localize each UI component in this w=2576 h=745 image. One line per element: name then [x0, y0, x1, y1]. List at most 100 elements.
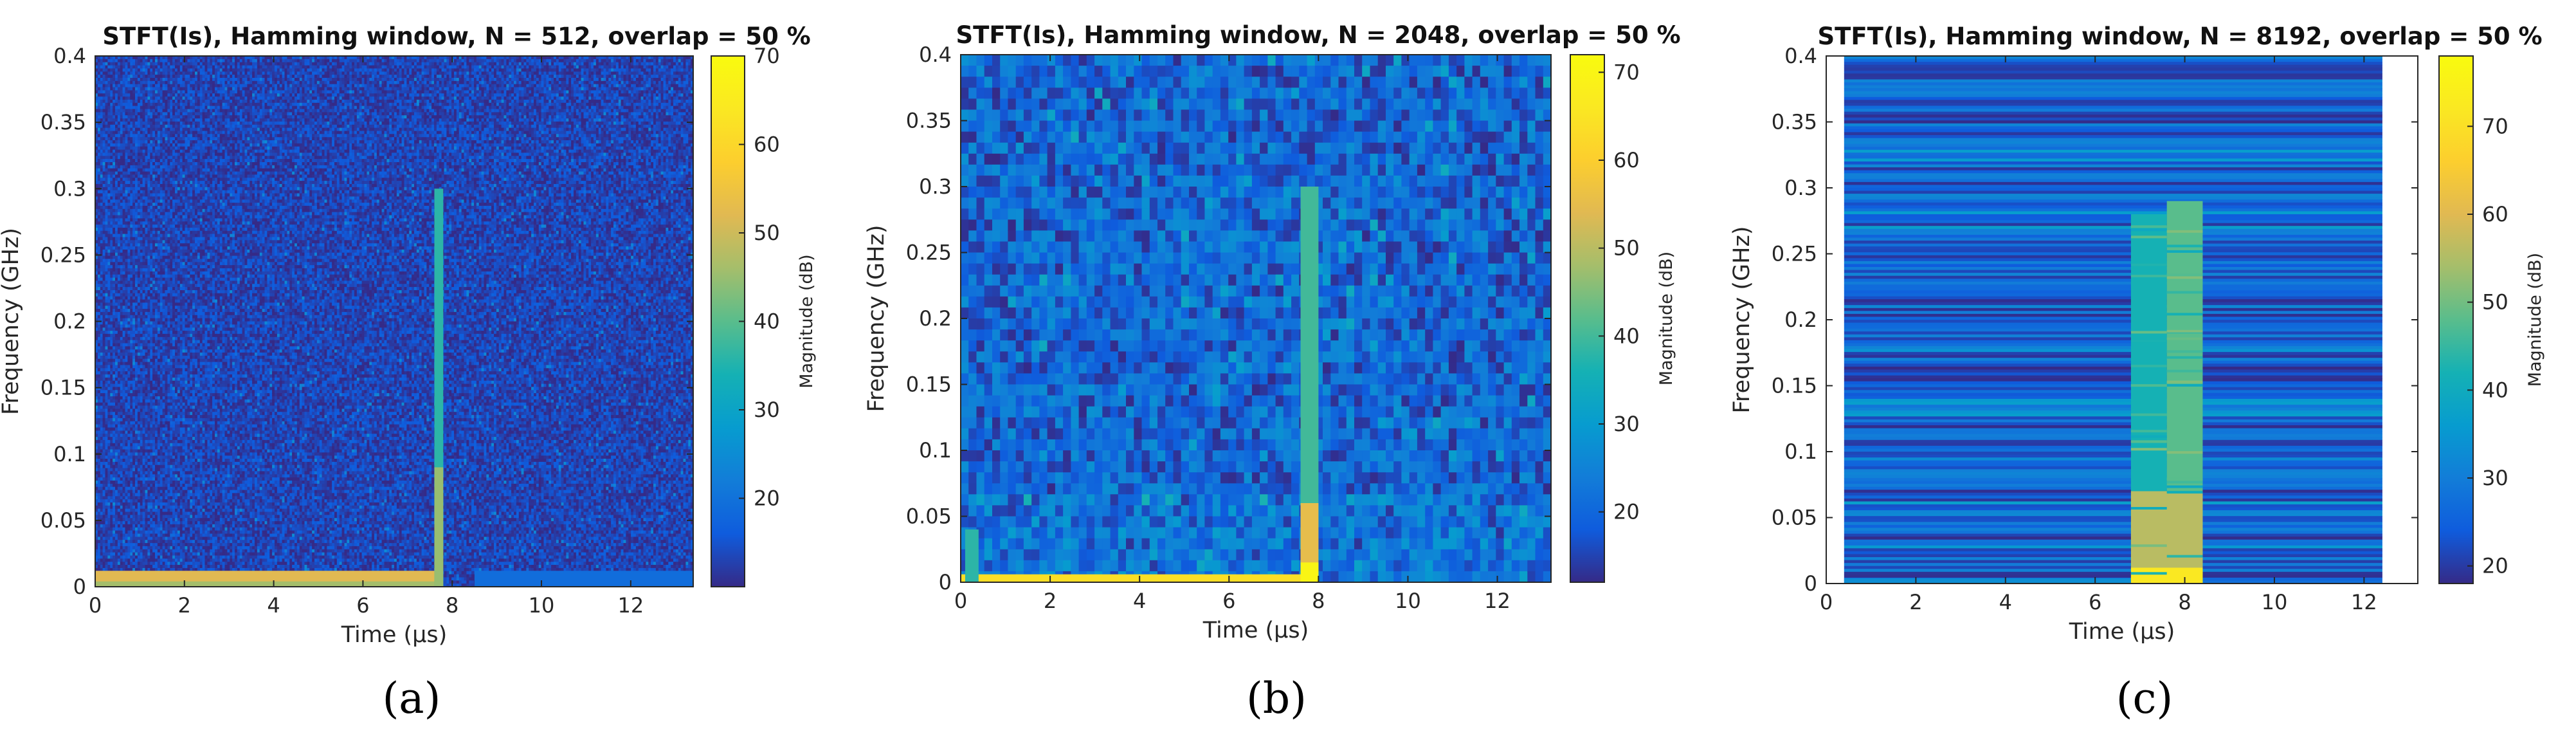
feature-streak — [2166, 555, 2203, 558]
feature-streak — [2166, 485, 2203, 488]
feature-streak — [2166, 350, 2203, 353]
feature-streak — [2166, 477, 2203, 481]
feature-streak — [2166, 337, 2203, 340]
feature-streak — [2166, 313, 2203, 316]
x-tick-label: 12 — [617, 593, 644, 618]
x-tick-label: 10 — [1395, 589, 1421, 613]
y-tick-label: 0.05 — [41, 508, 86, 533]
x-tick-label: 2 — [1044, 589, 1057, 613]
colorbar-tick-label: 30 — [1613, 412, 1640, 436]
x-tick-label: 4 — [1133, 589, 1146, 613]
spectrogram-texture — [961, 55, 1552, 583]
feature-4 — [2130, 567, 2203, 584]
x-tick-label: 0 — [89, 593, 102, 618]
feature-streak — [2166, 230, 2203, 233]
y-axis-label: Frequency (GHz) — [1729, 226, 1755, 413]
feature-streak — [2166, 329, 2203, 333]
feature-streak — [2130, 384, 2167, 387]
y-tick-label: 0 — [939, 570, 952, 594]
y-tick-label: 0.1 — [1784, 439, 1817, 464]
colorbar-tick-label: 30 — [754, 398, 780, 422]
colorbar-tick-label: 70 — [754, 44, 780, 68]
y-tick-label: 0.15 — [1772, 374, 1817, 398]
colorbar-tick-label: 30 — [2482, 466, 2508, 490]
x-tick-label: 8 — [1312, 589, 1325, 613]
panel-caption: (c) — [2116, 674, 2173, 723]
x-axis-label: Time (μs) — [341, 622, 448, 648]
colorbar-tick-label: 40 — [1613, 324, 1640, 348]
feature-streak — [2130, 440, 2167, 443]
chart-panel-a: 0 2 4 6 8 10 12 0 0.05 0.1 0.15 0.2 0.25 0.3 0.35 0.4 ST… — [0, 23, 817, 723]
feature-streak — [2130, 364, 2167, 367]
feature-streak — [2166, 383, 2203, 387]
feature-streak — [2130, 263, 2167, 266]
x-tick-label: 8 — [446, 593, 458, 618]
feature-streak — [2130, 228, 2167, 232]
feature-streak — [2166, 369, 2203, 372]
colorbar-tick-label: 60 — [754, 133, 780, 157]
feature-streak — [2130, 430, 2167, 433]
y-tick-label: 0.4 — [919, 42, 952, 67]
feature-1 — [965, 529, 979, 582]
panel-caption: (b) — [1246, 674, 1307, 723]
x-tick-label: 10 — [529, 593, 555, 618]
feature-streak — [2130, 235, 2167, 239]
feature-streak — [2130, 448, 2167, 451]
feature-streak — [2166, 481, 2203, 484]
feature-streak — [2130, 572, 2167, 575]
colorbar — [2438, 55, 2474, 584]
colorbar-label: Magnitude (dB) — [2525, 253, 2545, 387]
y-tick-label: 0.15 — [906, 372, 952, 397]
y-tick-label: 0.05 — [1772, 506, 1817, 530]
y-tick-label: 0.3 — [53, 176, 86, 201]
x-tick-label: 12 — [2351, 590, 2377, 614]
x-tick-label: 2 — [178, 593, 191, 618]
chart-panel-b: 0 2 4 6 8 10 12 0 0.05 0.1 0.15 0.2 0.25 0.3 0.35 0.4ST… — [864, 21, 1681, 723]
x-tick-label: 2 — [1909, 590, 1922, 614]
feature-streak — [2130, 331, 2167, 334]
colorbar-tick-label: 20 — [754, 486, 780, 511]
feature-4 — [1300, 562, 1319, 582]
feature-streak — [2130, 225, 2167, 228]
feature-streak — [2130, 507, 2167, 510]
feature-3 — [434, 467, 444, 587]
y-tick-label: 0.25 — [41, 243, 86, 267]
feature-streak — [2130, 275, 2167, 278]
colorbar-label: Magnitude (dB) — [797, 254, 817, 388]
feature-streak — [2166, 273, 2203, 277]
x-axis-label: Time (μs) — [2069, 619, 2175, 645]
feature-streak — [2130, 544, 2167, 547]
colorbar-tick-label: 50 — [754, 221, 780, 245]
y-tick-label: 0.4 — [53, 44, 86, 68]
x-tick-label: 8 — [2178, 590, 2191, 614]
colorbar-tick-label: 70 — [2482, 114, 2508, 138]
colorbar-tick-label: 60 — [1613, 148, 1640, 172]
colorbar-tick-label: 40 — [754, 309, 780, 334]
y-tick-label: 0.2 — [1784, 308, 1817, 332]
chart-panel-c: 0 2 4 6 8 10 12 0 0.05 0.1 0.15 0.2 0.25 0.3 0.35 0.4ST… — [1729, 23, 2545, 723]
x-tick-label: 10 — [2262, 590, 2288, 614]
feature-streak — [2130, 435, 2167, 438]
colorbar-tick-label: 60 — [2482, 202, 2508, 226]
spectrogram-texture — [1844, 56, 2382, 584]
panel-caption: (a) — [383, 674, 441, 723]
x-tick-label: 4 — [267, 593, 280, 618]
feature-streak — [2130, 413, 2167, 416]
feature-streak — [2130, 340, 2167, 343]
feature-4 — [474, 571, 693, 587]
feature-streak — [2166, 250, 2203, 253]
x-tick-label: 6 — [1222, 589, 1235, 613]
y-tick-label: 0.25 — [1772, 242, 1817, 266]
y-tick-label: 0.2 — [53, 309, 86, 334]
chart-title: STFT(Is), Hamming window, N = 8192, over… — [1817, 23, 2542, 50]
x-tick-label: 4 — [1999, 590, 2012, 614]
feature-streak — [2166, 491, 2203, 494]
y-tick-label: 0.1 — [53, 442, 86, 466]
feature-streak — [2166, 291, 2203, 294]
feature-streak — [2166, 244, 2203, 248]
x-tick-label: 12 — [1484, 589, 1510, 613]
chart-title: STFT(Is), Hamming window, N = 512, overl… — [102, 23, 810, 50]
y-tick-label: 0.4 — [1784, 44, 1817, 68]
y-tick-label: 0.1 — [919, 438, 952, 463]
